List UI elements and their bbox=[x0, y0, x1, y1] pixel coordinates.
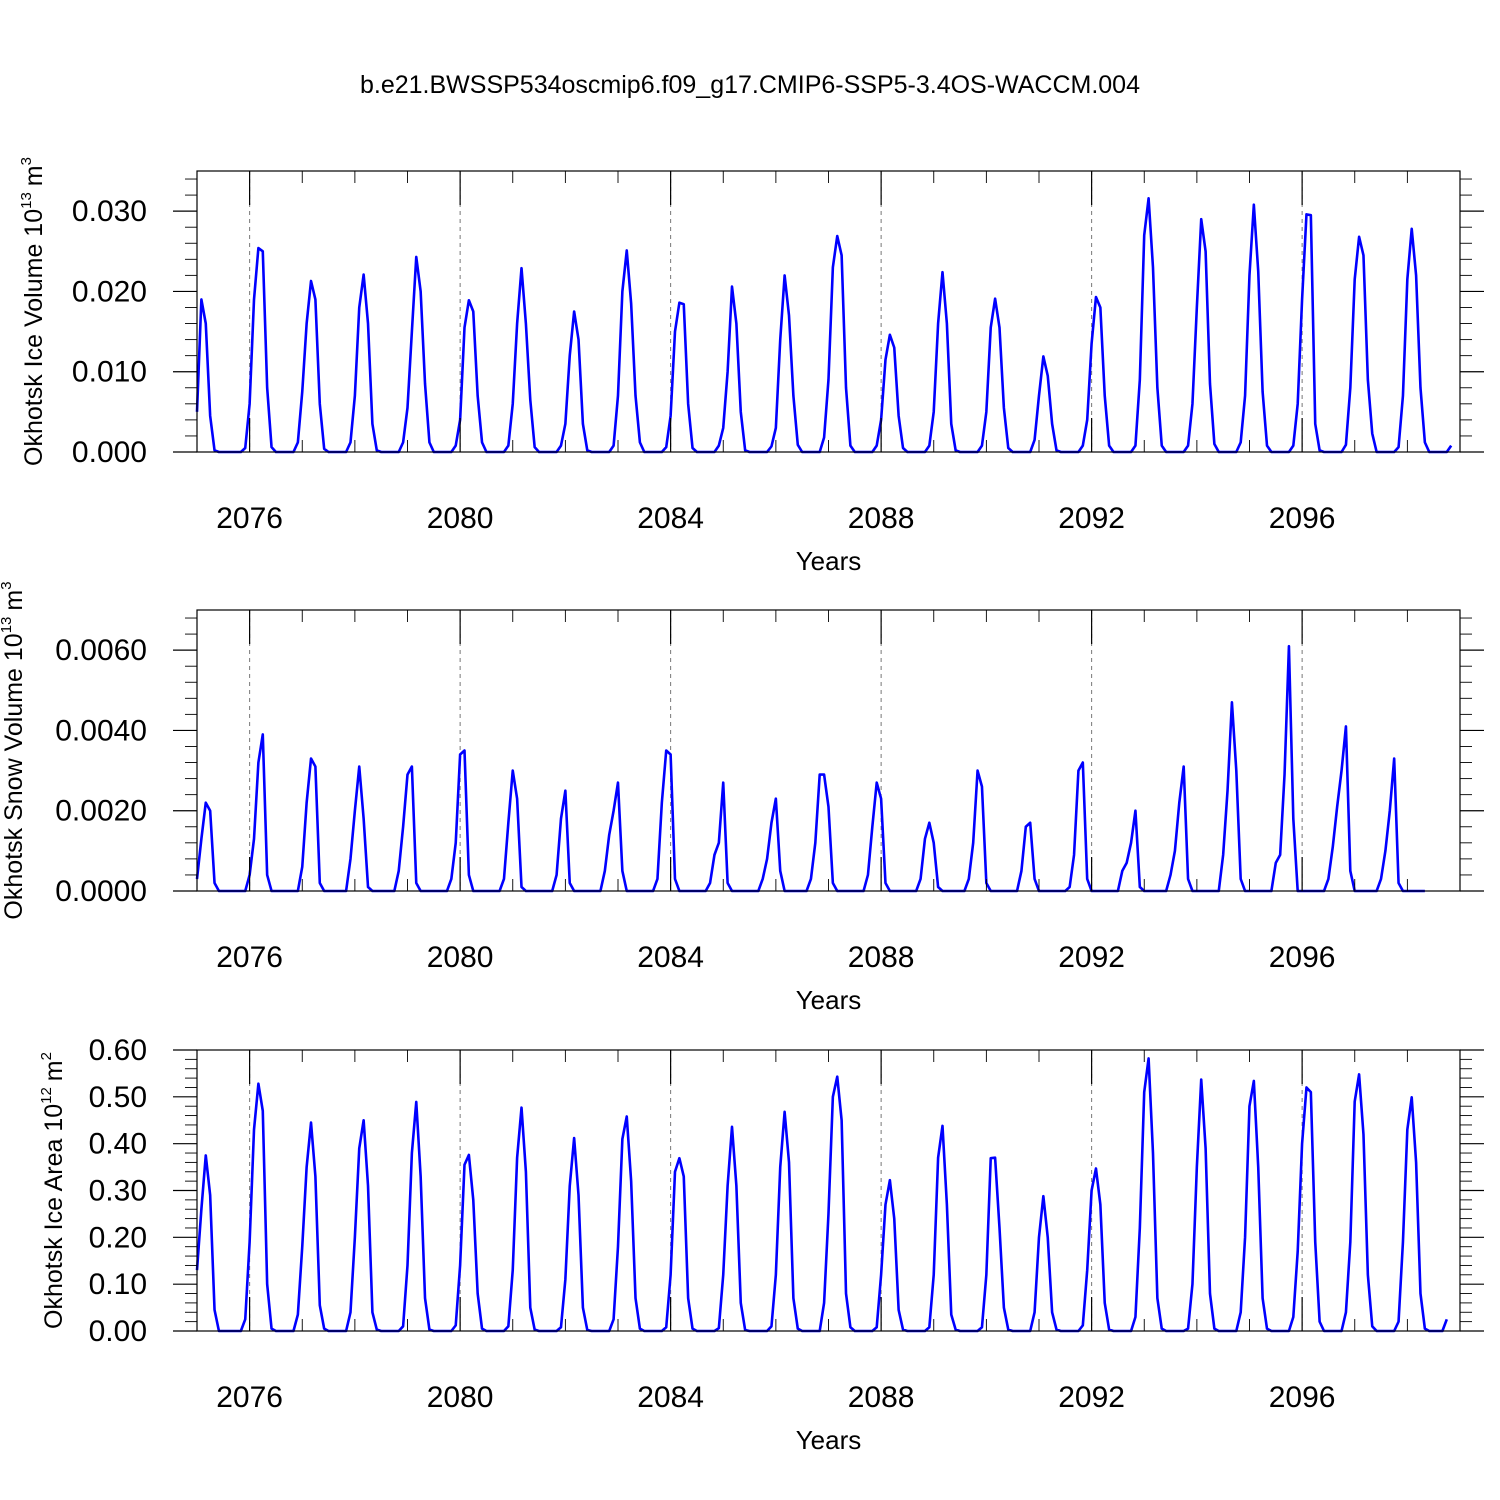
x-axis-label: Years bbox=[796, 1425, 862, 1455]
y-tick-label: 0.30 bbox=[89, 1175, 147, 1208]
y-axis-label: Okhotsk Ice Area 1012 m2 bbox=[38, 1052, 68, 1329]
y-tick-label: 0.0060 bbox=[55, 634, 147, 667]
y-axis-label-exponent: 13 bbox=[0, 617, 15, 634]
y-tick-label: 0.00 bbox=[89, 1315, 147, 1348]
x-tick-label: 2076 bbox=[216, 941, 283, 974]
y-axis-label-unit-exponent: 3 bbox=[0, 581, 15, 589]
y-tick-label: 0.000 bbox=[72, 436, 147, 469]
panel-ice-area: 0.00 0.10 0.20 0.30 0.40 0.50 0.60 2076 2080 2084… bbox=[38, 1034, 1484, 1455]
x-tick-label: 2096 bbox=[1269, 502, 1336, 535]
y-axis-label: Okhotsk Ice Volume 1013 m3 bbox=[18, 157, 48, 466]
panel-snow-volume: 0.0000 0.0020 0.0040 0.0060 2076 2080 2084 2088… bbox=[0, 581, 1484, 1015]
y-axis-label-text: Okhotsk Snow Volume 10 bbox=[0, 633, 28, 919]
y-axis-label: Okhotsk Snow Volume 1013 m3 bbox=[0, 581, 28, 919]
plot-frame bbox=[196, 170, 1461, 453]
x-tick-label: 2088 bbox=[848, 502, 915, 535]
x-tick-label: 2096 bbox=[1269, 1381, 1336, 1414]
x-tick-label: 2084 bbox=[637, 502, 704, 535]
x-tick-label: 2076 bbox=[216, 1381, 283, 1414]
y-axis-label-unit: m bbox=[20, 165, 48, 186]
plot-frame bbox=[196, 609, 1461, 892]
x-tick-label: 2080 bbox=[427, 1381, 494, 1414]
x-tick-label: 2080 bbox=[427, 941, 494, 974]
x-tick-label: 2092 bbox=[1058, 1381, 1125, 1414]
x-tick-label: 2080 bbox=[427, 502, 494, 535]
y-tick-label: 0.030 bbox=[72, 195, 147, 228]
y-tick-label: 0.010 bbox=[72, 356, 147, 389]
ice-area-series-line bbox=[195, 1057, 1449, 1333]
figure-title: b.e21.BWSSP534oscmip6.f09_g17.CMIP6-SSP5… bbox=[360, 71, 1140, 99]
x-tick-label: 2084 bbox=[637, 941, 704, 974]
x-tick-label: 2076 bbox=[216, 502, 283, 535]
y-tick-label: 0.0040 bbox=[55, 714, 147, 747]
y-tick-label: 0.50 bbox=[89, 1081, 147, 1114]
y-axis-label-exponent: 13 bbox=[18, 192, 35, 209]
y-tick-label: 0.020 bbox=[72, 275, 147, 308]
snow-volume-series-line bbox=[195, 644, 1425, 893]
y-axis-label-unit: m bbox=[40, 1060, 68, 1081]
y-tick-label: 0.20 bbox=[89, 1221, 147, 1254]
y-tick-label: 0.60 bbox=[89, 1034, 147, 1067]
ice-volume-series-line bbox=[195, 197, 1453, 454]
x-tick-label: 2096 bbox=[1269, 941, 1336, 974]
y-axis-label-text: Okhotsk Ice Volume 10 bbox=[20, 209, 48, 466]
y-axis-label-exponent: 12 bbox=[38, 1087, 55, 1104]
x-tick-label: 2088 bbox=[848, 1381, 915, 1414]
x-tick-label: 2084 bbox=[637, 1381, 704, 1414]
x-axis-label: Years bbox=[796, 546, 862, 576]
y-tick-label: 0.0020 bbox=[55, 795, 147, 828]
y-tick-label: 0.0000 bbox=[55, 875, 147, 908]
y-axis-label-unit-exponent: 2 bbox=[38, 1052, 55, 1060]
panel-ice-volume: 0.000 0.010 0.020 0.030 2076 2080 2084 2088 2092… bbox=[18, 157, 1484, 576]
y-tick-label: 0.40 bbox=[89, 1128, 147, 1161]
x-tick-label: 2092 bbox=[1058, 941, 1125, 974]
x-tick-label: 2092 bbox=[1058, 502, 1125, 535]
x-tick-label: 2088 bbox=[848, 941, 915, 974]
y-axis-label-unit-exponent: 3 bbox=[18, 157, 35, 165]
x-axis-label: Years bbox=[796, 985, 862, 1015]
y-axis-label-text: Okhotsk Ice Area 10 bbox=[40, 1104, 68, 1329]
y-axis-label-unit: m bbox=[0, 590, 28, 611]
y-tick-label: 0.10 bbox=[89, 1268, 147, 1301]
panels-container: 0.000 0.010 0.020 0.030 2076 2080 2084 2088 2092… bbox=[0, 157, 1484, 1455]
